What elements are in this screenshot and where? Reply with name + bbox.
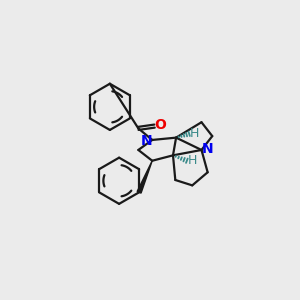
Polygon shape — [137, 161, 152, 193]
Text: O: O — [155, 118, 167, 132]
Text: N: N — [202, 142, 214, 156]
Text: H: H — [190, 127, 199, 140]
Text: N: N — [141, 134, 153, 148]
Text: H: H — [188, 154, 197, 167]
